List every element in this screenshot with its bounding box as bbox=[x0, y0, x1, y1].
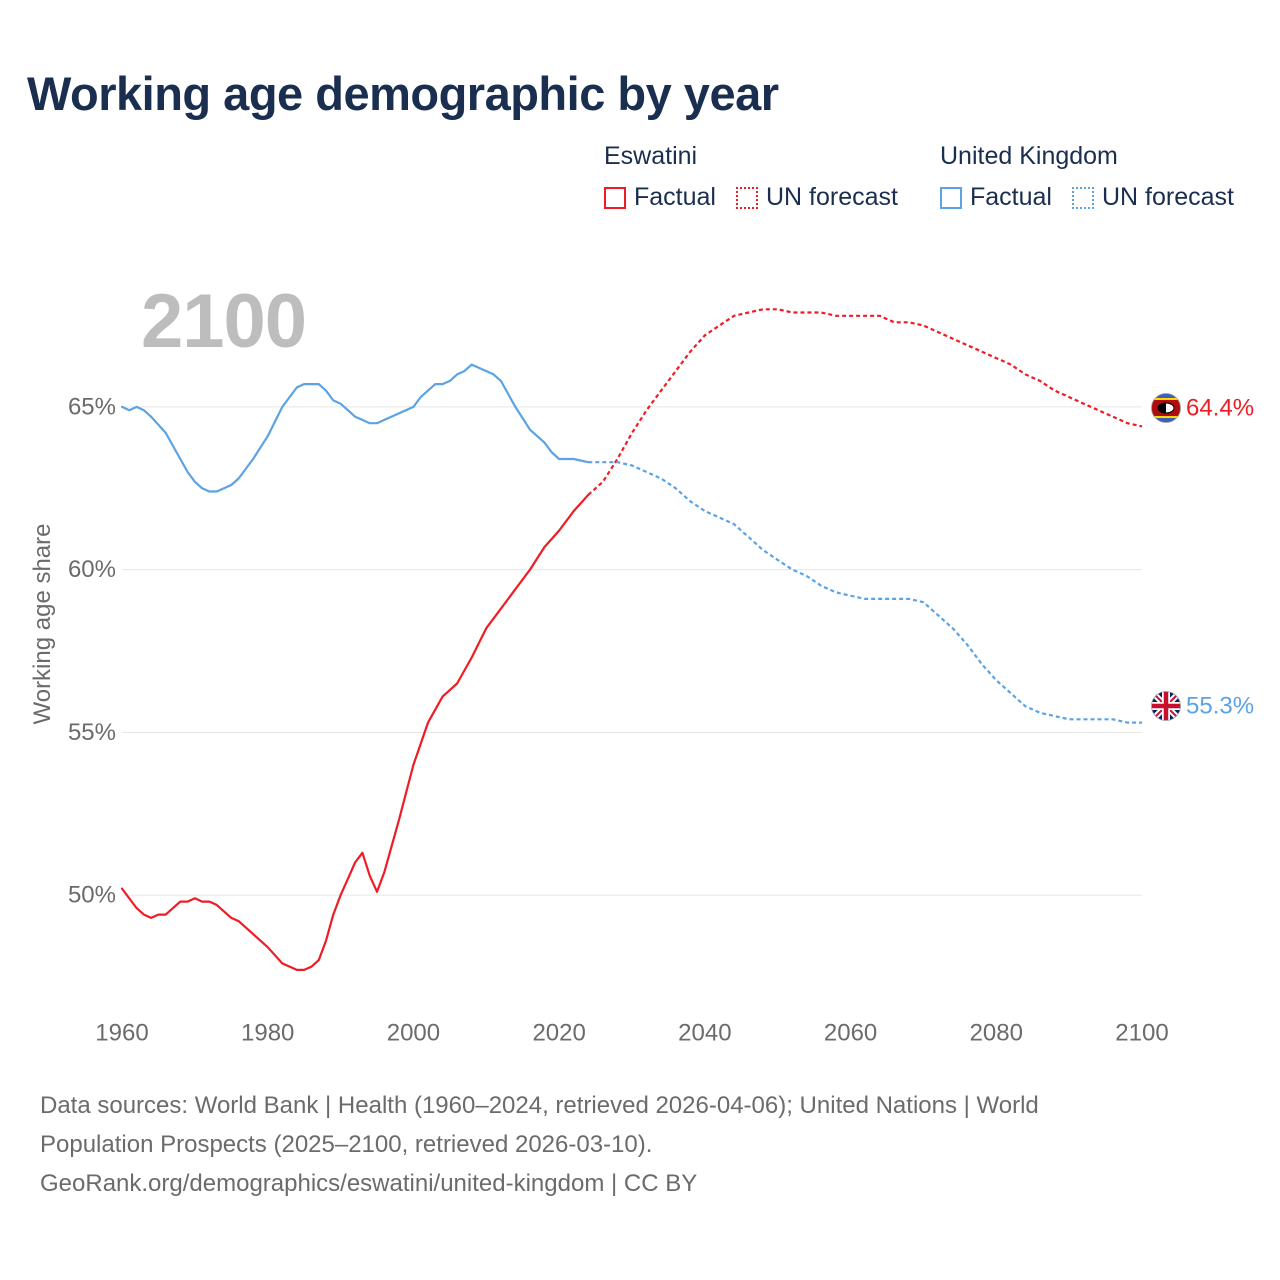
legend-country-united-kingdom: United Kingdom bbox=[940, 142, 1118, 170]
legend-united-kingdom: United Kingdom Factual UN forecast bbox=[940, 142, 1254, 212]
y-tick-label: 50% bbox=[68, 882, 116, 909]
x-tick-label: 2000 bbox=[387, 1020, 440, 1047]
legend-country-eswatini: Eswatini bbox=[604, 142, 698, 170]
current-year-label: 2100 bbox=[141, 279, 307, 364]
legend-eswatini-forecast-label: UN forecast bbox=[765, 183, 898, 211]
y-tick-label: 55% bbox=[68, 719, 116, 746]
legend-uk-forecast[interactable]: UN forecast bbox=[1071, 183, 1234, 212]
legend-eswatini-forecast-swatch bbox=[735, 186, 758, 209]
legend-eswatini-factual[interactable]: Factual bbox=[604, 183, 716, 212]
x-tick-label: 2080 bbox=[970, 1020, 1023, 1047]
legend-eswatini: Eswatini Factual UN forecast bbox=[604, 142, 918, 212]
series-line-united-kingdom-forecast[interactable] bbox=[588, 461, 1142, 724]
legend-uk-factual-label: Factual bbox=[970, 183, 1052, 211]
x-tick-label: 1980 bbox=[241, 1020, 294, 1047]
legend-eswatini-factual-label: Factual bbox=[634, 183, 716, 211]
uk-flag-icon bbox=[1151, 691, 1181, 721]
legend-eswatini-factual-swatch bbox=[604, 186, 626, 209]
x-tick-label: 2060 bbox=[824, 1020, 877, 1047]
legend-uk-factual-swatch bbox=[940, 186, 962, 209]
y-tick-label: 60% bbox=[68, 556, 116, 583]
legend-uk-forecast-swatch bbox=[1071, 186, 1094, 209]
sources-line-1: Data sources: World Bank | Health (1960–… bbox=[40, 1092, 1039, 1119]
series-line-eswatini-factual[interactable] bbox=[120, 493, 590, 971]
end-label-eswatini: 64.4% bbox=[1186, 395, 1254, 422]
eswatini-flag-icon bbox=[1151, 393, 1181, 423]
series-line-eswatini-forecast[interactable] bbox=[587, 308, 1143, 496]
line-chart: 50% 55% 60% 65% 1960 1980 2000 2020 2040 2060 2080… bbox=[29, 308, 1254, 1047]
sources-line-2: Population Prospects (2025–2100, retriev… bbox=[40, 1131, 653, 1158]
x-tick-label: 2020 bbox=[532, 1020, 585, 1047]
chart-title: Working age demographic by year bbox=[27, 67, 779, 120]
x-tick-label: 2040 bbox=[678, 1020, 731, 1047]
sources-line-3: GeoRank.org/demographics/eswatini/united… bbox=[40, 1170, 698, 1197]
y-tick-label: 65% bbox=[68, 393, 116, 420]
legend-uk-forecast-label: UN forecast bbox=[1101, 183, 1234, 211]
legend-uk-factual[interactable]: Factual bbox=[940, 183, 1052, 212]
x-tick-label: 2100 bbox=[1115, 1020, 1168, 1047]
y-axis-label: Working age share bbox=[29, 524, 56, 725]
data-sources: Data sources: World Bank | Health (1960–… bbox=[40, 1086, 1240, 1203]
x-tick-label: 1960 bbox=[95, 1020, 148, 1047]
end-label-united-kingdom: 55.3% bbox=[1186, 693, 1254, 720]
series-line-united-kingdom-factual[interactable] bbox=[120, 363, 590, 493]
legend-eswatini-forecast[interactable]: UN forecast bbox=[735, 183, 898, 212]
